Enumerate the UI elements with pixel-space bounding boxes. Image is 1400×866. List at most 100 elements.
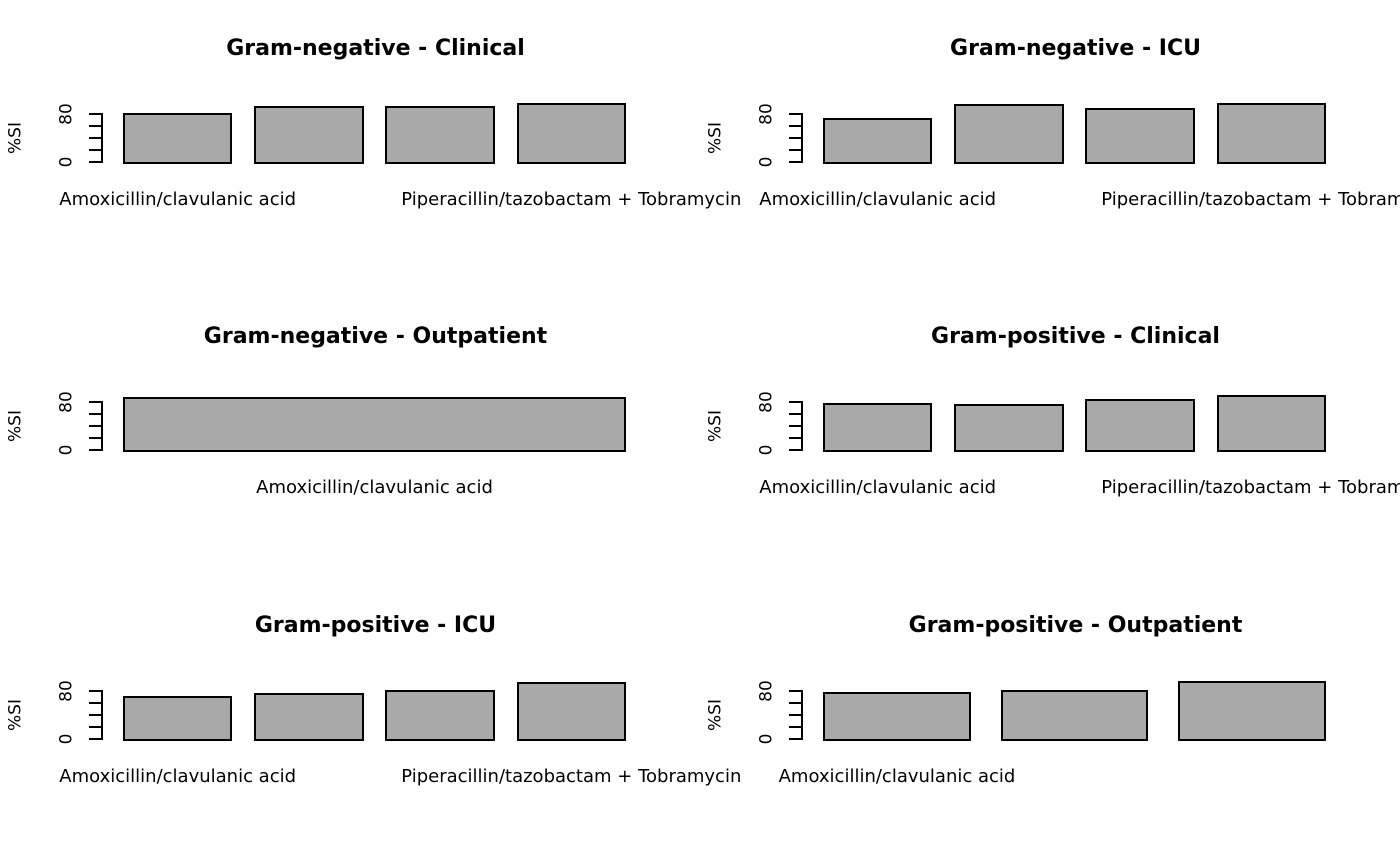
- plot-area: 0 80 %SI Amoxicillin/clavulanic acid Piperac…: [0, 0, 741, 289]
- x-category-label: Amoxicillin/clavulanic acid: [778, 766, 1016, 787]
- y-axis-tick: [789, 690, 801, 692]
- y-axis-tick: [89, 161, 101, 163]
- y-axis-tick: [789, 137, 801, 139]
- y-axis-title: %SI: [705, 410, 726, 442]
- y-tick-label: 0: [56, 733, 77, 745]
- y-axis-tick: [89, 449, 101, 451]
- x-category-label: Piperacillin/tazobactam + Tobramycin: [401, 189, 742, 210]
- bar: [1216, 395, 1326, 452]
- y-axis-title: %SI: [5, 410, 26, 442]
- y-tick-label: 0: [56, 444, 77, 456]
- y-axis-line: [801, 690, 803, 740]
- y-axis-title: %SI: [5, 122, 26, 154]
- panel-gram-negative-icu: Gram-negative - ICU 0 80 %SI Amoxicillin/cl…: [700, 0, 1400, 289]
- y-axis-tick: [789, 738, 801, 740]
- y-axis-line: [101, 401, 103, 451]
- y-tick-label: 80: [756, 391, 777, 413]
- panel-title: Gram-positive - ICU: [254, 613, 497, 638]
- panel-title: Gram-negative - Clinical: [226, 36, 525, 61]
- y-axis-tick: [789, 401, 801, 403]
- y-tick-label: 0: [756, 733, 777, 745]
- y-axis-tick: [789, 413, 801, 415]
- y-axis-tick: [789, 125, 801, 127]
- x-category-label: Piperacillin/tazobactam + Tobramycin: [1101, 477, 1400, 498]
- y-axis-tick: [789, 714, 801, 716]
- bar: [254, 693, 364, 741]
- bar: [385, 689, 495, 741]
- bar: [516, 682, 626, 741]
- bar: [385, 106, 495, 164]
- x-category-label: Amoxicillin/clavulanic acid: [759, 189, 997, 210]
- bar: [823, 118, 933, 164]
- y-tick-label: 80: [756, 680, 777, 702]
- y-axis-tick: [789, 161, 801, 163]
- y-axis-line: [801, 113, 803, 163]
- y-axis-tick: [789, 437, 801, 439]
- y-axis-tick: [89, 149, 101, 151]
- y-axis-tick: [789, 425, 801, 427]
- y-axis-tick: [89, 413, 101, 415]
- bar: [123, 696, 233, 741]
- y-axis-tick: [89, 137, 101, 139]
- y-axis-tick: [789, 113, 801, 115]
- panel-gram-positive-clinical: Gram-positive - Clinical 0 80 %SI Amoxicill…: [700, 288, 1400, 577]
- x-category-label: Amoxicillin/clavulanic acid: [59, 189, 297, 210]
- panel-gram-positive-outpatient: Gram-positive - Outpatient 0 80 %SI Amoxici…: [700, 577, 1400, 866]
- y-axis-line: [101, 690, 103, 740]
- y-axis-tick: [89, 425, 101, 427]
- y-tick-label: 0: [756, 156, 777, 168]
- plot-area: 0 80 %SI Amoxicillin/clavulanic acid Piperac…: [700, 288, 1400, 577]
- plot-area: 0 80 %SI Amoxicillin/clavulanic acid: [0, 288, 700, 577]
- y-axis-tick: [789, 149, 801, 151]
- bar: [123, 396, 626, 452]
- y-axis-tick: [89, 702, 101, 704]
- bar: [1085, 399, 1195, 452]
- y-axis-tick: [89, 401, 101, 403]
- y-axis-tick: [89, 690, 101, 692]
- plot-area: 0 80 %SI Amoxicillin/clavulanic acid Piperac…: [0, 577, 742, 866]
- y-axis-tick: [89, 113, 101, 115]
- bar: [823, 403, 933, 452]
- y-axis-tick: [89, 726, 101, 728]
- y-axis-tick: [89, 125, 101, 127]
- y-axis-line: [801, 401, 803, 451]
- bar: [954, 103, 1064, 164]
- bar: [954, 404, 1064, 452]
- bar: [1085, 108, 1195, 164]
- y-tick-label: 0: [56, 156, 77, 168]
- panel-title: Gram-positive - Outpatient: [908, 613, 1243, 638]
- x-category-label: Amoxicillin/clavulanic acid: [759, 477, 997, 498]
- x-category-label: Piperacillin/tazobactam + Tobramycin: [401, 766, 742, 787]
- panel-title: Gram-negative - Outpatient: [203, 324, 548, 349]
- panel-gram-positive-icu: Gram-positive - ICU 0 80 %SI Amoxicillin/cl…: [0, 577, 742, 866]
- y-axis-tick: [89, 714, 101, 716]
- bar: [516, 102, 626, 164]
- y-tick-label: 80: [56, 391, 77, 413]
- y-axis-tick: [789, 449, 801, 451]
- x-category-label: Amoxicillin/clavulanic acid: [256, 477, 493, 498]
- bar: [254, 105, 364, 164]
- plot-area: 0 80 %SI Amoxicillin/clavulanic acid: [700, 577, 1400, 866]
- bar: [1000, 689, 1149, 741]
- y-tick-label: 0: [756, 444, 777, 456]
- x-category-label: Piperacillin/tazobactam + Tobramycin: [1101, 189, 1400, 210]
- bar: [123, 113, 233, 164]
- y-axis-tick: [89, 738, 101, 740]
- panel-gram-negative-outpatient: Gram-negative - Outpatient 0 80 %SI Amoxici…: [0, 288, 700, 577]
- y-tick-label: 80: [56, 680, 77, 702]
- y-tick-label: 80: [56, 103, 77, 125]
- panel-title: Gram-positive - Clinical: [931, 324, 1220, 349]
- panel-title: Gram-negative - ICU: [950, 36, 1201, 61]
- bar: [1178, 680, 1326, 741]
- y-axis-title: %SI: [5, 699, 26, 731]
- panel-gram-negative-clinical: Gram-negative - Clinical 0 80 %SI Amoxicill…: [0, 0, 742, 289]
- y-axis-tick: [89, 437, 101, 439]
- y-axis-title: %SI: [705, 699, 726, 731]
- y-axis-title: %SI: [705, 122, 726, 154]
- x-category-label: Amoxicillin/clavulanic acid: [59, 766, 297, 787]
- bar: [1216, 102, 1326, 164]
- plot-area: 0 80 %SI Amoxicillin/clavulanic acid Piperac…: [700, 0, 1400, 289]
- y-axis-tick: [789, 726, 801, 728]
- bar: [823, 692, 971, 741]
